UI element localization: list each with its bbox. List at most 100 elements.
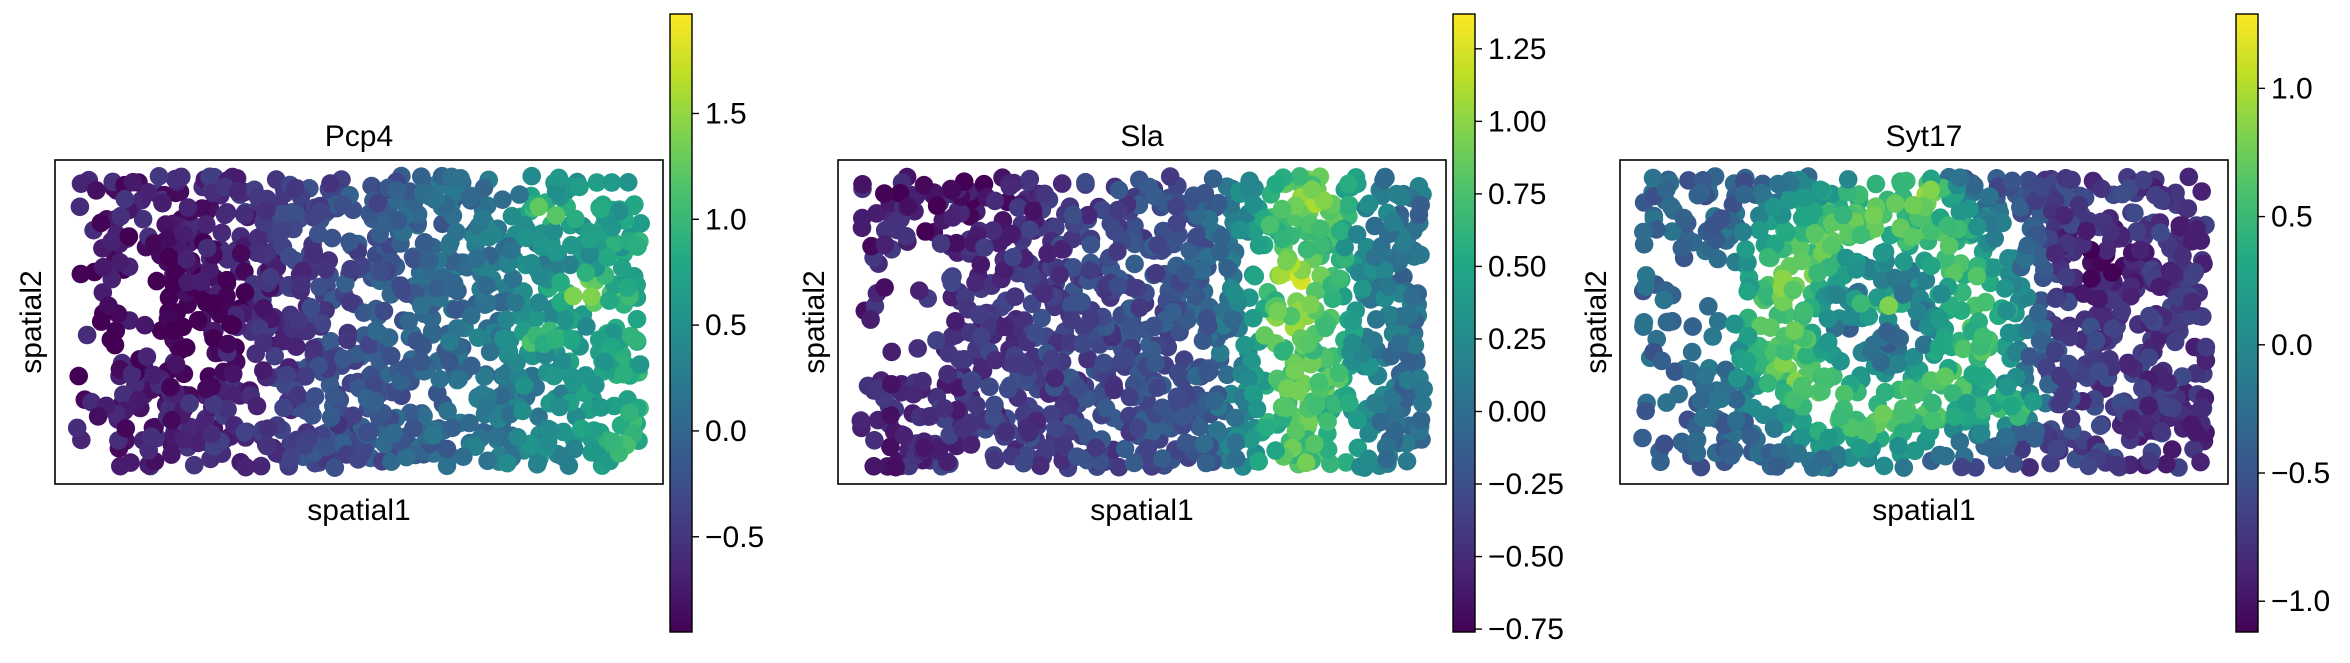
scatter-point <box>324 386 344 406</box>
scatter-point <box>116 419 136 438</box>
scatter-point <box>247 396 267 416</box>
scatter-point <box>546 330 565 349</box>
scatter-point <box>1245 266 1265 286</box>
scatter-point <box>461 188 480 208</box>
scatter-point <box>1244 384 1263 404</box>
scatter-point <box>440 332 459 351</box>
scatter-point <box>1128 418 1148 438</box>
colorbar-tick-label: 0.50 <box>1488 250 1546 283</box>
scatter-point <box>570 177 589 197</box>
scatter-point <box>1904 196 1923 215</box>
scatter-point <box>1687 443 1707 463</box>
scatter-point <box>904 384 923 404</box>
scatter-point <box>1272 199 1292 219</box>
scatter-point <box>1365 393 1385 413</box>
scatter-point <box>2150 277 2169 297</box>
scatter-point <box>466 249 486 269</box>
scatter-point <box>1124 453 1144 473</box>
scatter-point <box>929 441 949 461</box>
scatter-point <box>1301 295 1320 314</box>
scatter-point <box>1394 246 1413 266</box>
scatter-point <box>1212 227 1231 247</box>
scatter-point <box>1125 254 1144 274</box>
scatter-point <box>1163 303 1183 322</box>
scatter-point <box>1217 365 1237 385</box>
scatter-point <box>1008 198 1028 217</box>
scatter-point <box>1822 236 1841 255</box>
scatter-point <box>177 250 196 269</box>
scatter-point <box>2011 198 2030 217</box>
scatter-point <box>1788 444 1808 463</box>
scatter-point <box>985 395 1004 415</box>
scatter-point <box>1711 389 1731 409</box>
scatter-point <box>881 437 900 457</box>
scatter-point <box>1663 222 1682 241</box>
scatter-point <box>162 411 181 430</box>
scatter-point <box>961 435 981 454</box>
scatter-point <box>1148 378 1167 398</box>
scatter-point <box>2164 264 2184 284</box>
scatter-point <box>1311 236 1331 255</box>
scatter-point <box>546 243 566 263</box>
scatter-point <box>384 423 404 443</box>
scatter-point <box>77 325 97 345</box>
scatter-point <box>2031 247 2051 267</box>
scatter-point <box>1195 184 1215 203</box>
scatter-point <box>164 275 183 294</box>
scatter-point <box>1031 456 1050 476</box>
scatter-point <box>620 403 639 423</box>
scatter-point <box>587 173 607 192</box>
scatter-point <box>1385 403 1405 422</box>
scatter-point <box>174 224 193 244</box>
scatter-point <box>1939 236 1959 256</box>
scatter-point <box>437 439 457 459</box>
scatter-point <box>285 179 305 198</box>
colorbar-tick-label: 1.00 <box>1488 105 1546 138</box>
colorbar-3 <box>2235 13 2259 633</box>
scatter-point <box>1321 454 1340 474</box>
scatter-point <box>516 228 536 248</box>
scatter-point <box>1780 191 1799 210</box>
scatter-point <box>2086 331 2106 351</box>
scatter-point <box>272 222 292 241</box>
scatter-point <box>204 328 223 348</box>
scatter-point <box>2192 182 2211 201</box>
scatter-point <box>1851 225 1870 245</box>
scatter-point <box>387 181 407 200</box>
scatter-point <box>2178 199 2198 218</box>
scatter-point <box>325 458 345 478</box>
scatter-point <box>1657 393 1676 412</box>
scatter-point <box>1121 317 1140 337</box>
scatter-point <box>1768 174 1788 194</box>
scatter-point <box>2187 220 2206 239</box>
scatter-point <box>442 167 461 187</box>
scatter-point <box>71 174 91 193</box>
scatter-point <box>248 228 268 248</box>
axes-frame-1 <box>54 159 664 485</box>
scatter-point <box>2054 386 2074 405</box>
colorbar-2 <box>1452 13 1476 633</box>
scatter-point <box>1398 371 1418 390</box>
scatter-point <box>340 232 359 252</box>
scatter-point <box>370 224 390 244</box>
scatter-point <box>1347 225 1367 244</box>
scatter-point <box>261 268 280 287</box>
scatter-point <box>1076 172 1095 192</box>
scatter-point <box>153 193 172 213</box>
scatter-point <box>447 222 466 242</box>
scatter-point <box>1722 446 1741 466</box>
colorbar-tick-label: 1.0 <box>705 203 747 236</box>
scatter-point <box>1068 379 1088 398</box>
scatter-point <box>603 323 623 343</box>
scatter-point <box>980 377 999 397</box>
scatter-point <box>1063 205 1083 225</box>
scatter-point <box>174 430 194 449</box>
scatter-point <box>996 422 1015 442</box>
scatter-point <box>2051 366 2070 386</box>
scatter-point <box>365 392 385 411</box>
scatter-point <box>2186 423 2205 442</box>
scatter-point <box>1146 353 1165 373</box>
scatter-point <box>1399 305 1419 325</box>
scatter-point <box>2171 217 2190 237</box>
scatter-point <box>423 426 443 445</box>
